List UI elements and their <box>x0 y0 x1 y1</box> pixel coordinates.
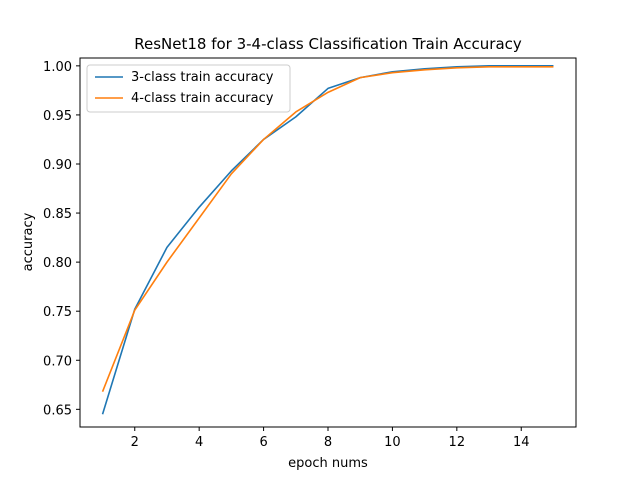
x-tick-label: 2 <box>131 435 139 450</box>
y-tick-label: 0.75 <box>43 305 72 320</box>
series-line-4-class <box>101 66 554 392</box>
y-tick-label: 0.70 <box>43 354 72 369</box>
chart-title: ResNet18 for 3-4-class Classification Tr… <box>134 35 522 53</box>
series-line-3-class <box>101 65 554 415</box>
legend-box <box>86 64 291 113</box>
y-tick-label: 0.95 <box>43 109 72 124</box>
legend-label-4-class: 4-class train accuracy <box>131 91 274 106</box>
legend-label-3-class: 3-class train accuracy <box>131 70 274 85</box>
x-tick-label: 4 <box>195 435 203 450</box>
y-tick-label: 1.00 <box>43 60 72 75</box>
x-tick-label: 14 <box>513 435 530 450</box>
y-tick-label: 0.90 <box>43 158 72 173</box>
y-axis: 0.65 0.70 0.75 0.80 0.85 0.90 0.95 1.00 <box>43 60 80 418</box>
y-tick-label: 0.65 <box>43 403 72 418</box>
plot-frame <box>79 57 577 428</box>
x-tick-label: 10 <box>384 435 401 450</box>
y-tick-label: 0.85 <box>43 207 72 222</box>
x-axis: 2 4 6 8 10 12 14 <box>131 427 530 450</box>
x-axis-label: epoch nums <box>288 456 368 471</box>
x-tick-label: 12 <box>449 435 466 450</box>
y-tick-label: 0.80 <box>43 256 72 271</box>
x-tick-label: 8 <box>324 435 332 450</box>
x-tick-label: 6 <box>259 435 267 450</box>
plot-area: 2 4 6 8 10 12 14 0.65 0.70 0.75 0.80 0.85 0.90 0.95 1… <box>43 57 577 450</box>
y-axis-label: accuracy <box>21 212 36 271</box>
legend: 3-class train accuracy 4-class train acc… <box>86 64 291 113</box>
series-lines <box>101 65 554 415</box>
